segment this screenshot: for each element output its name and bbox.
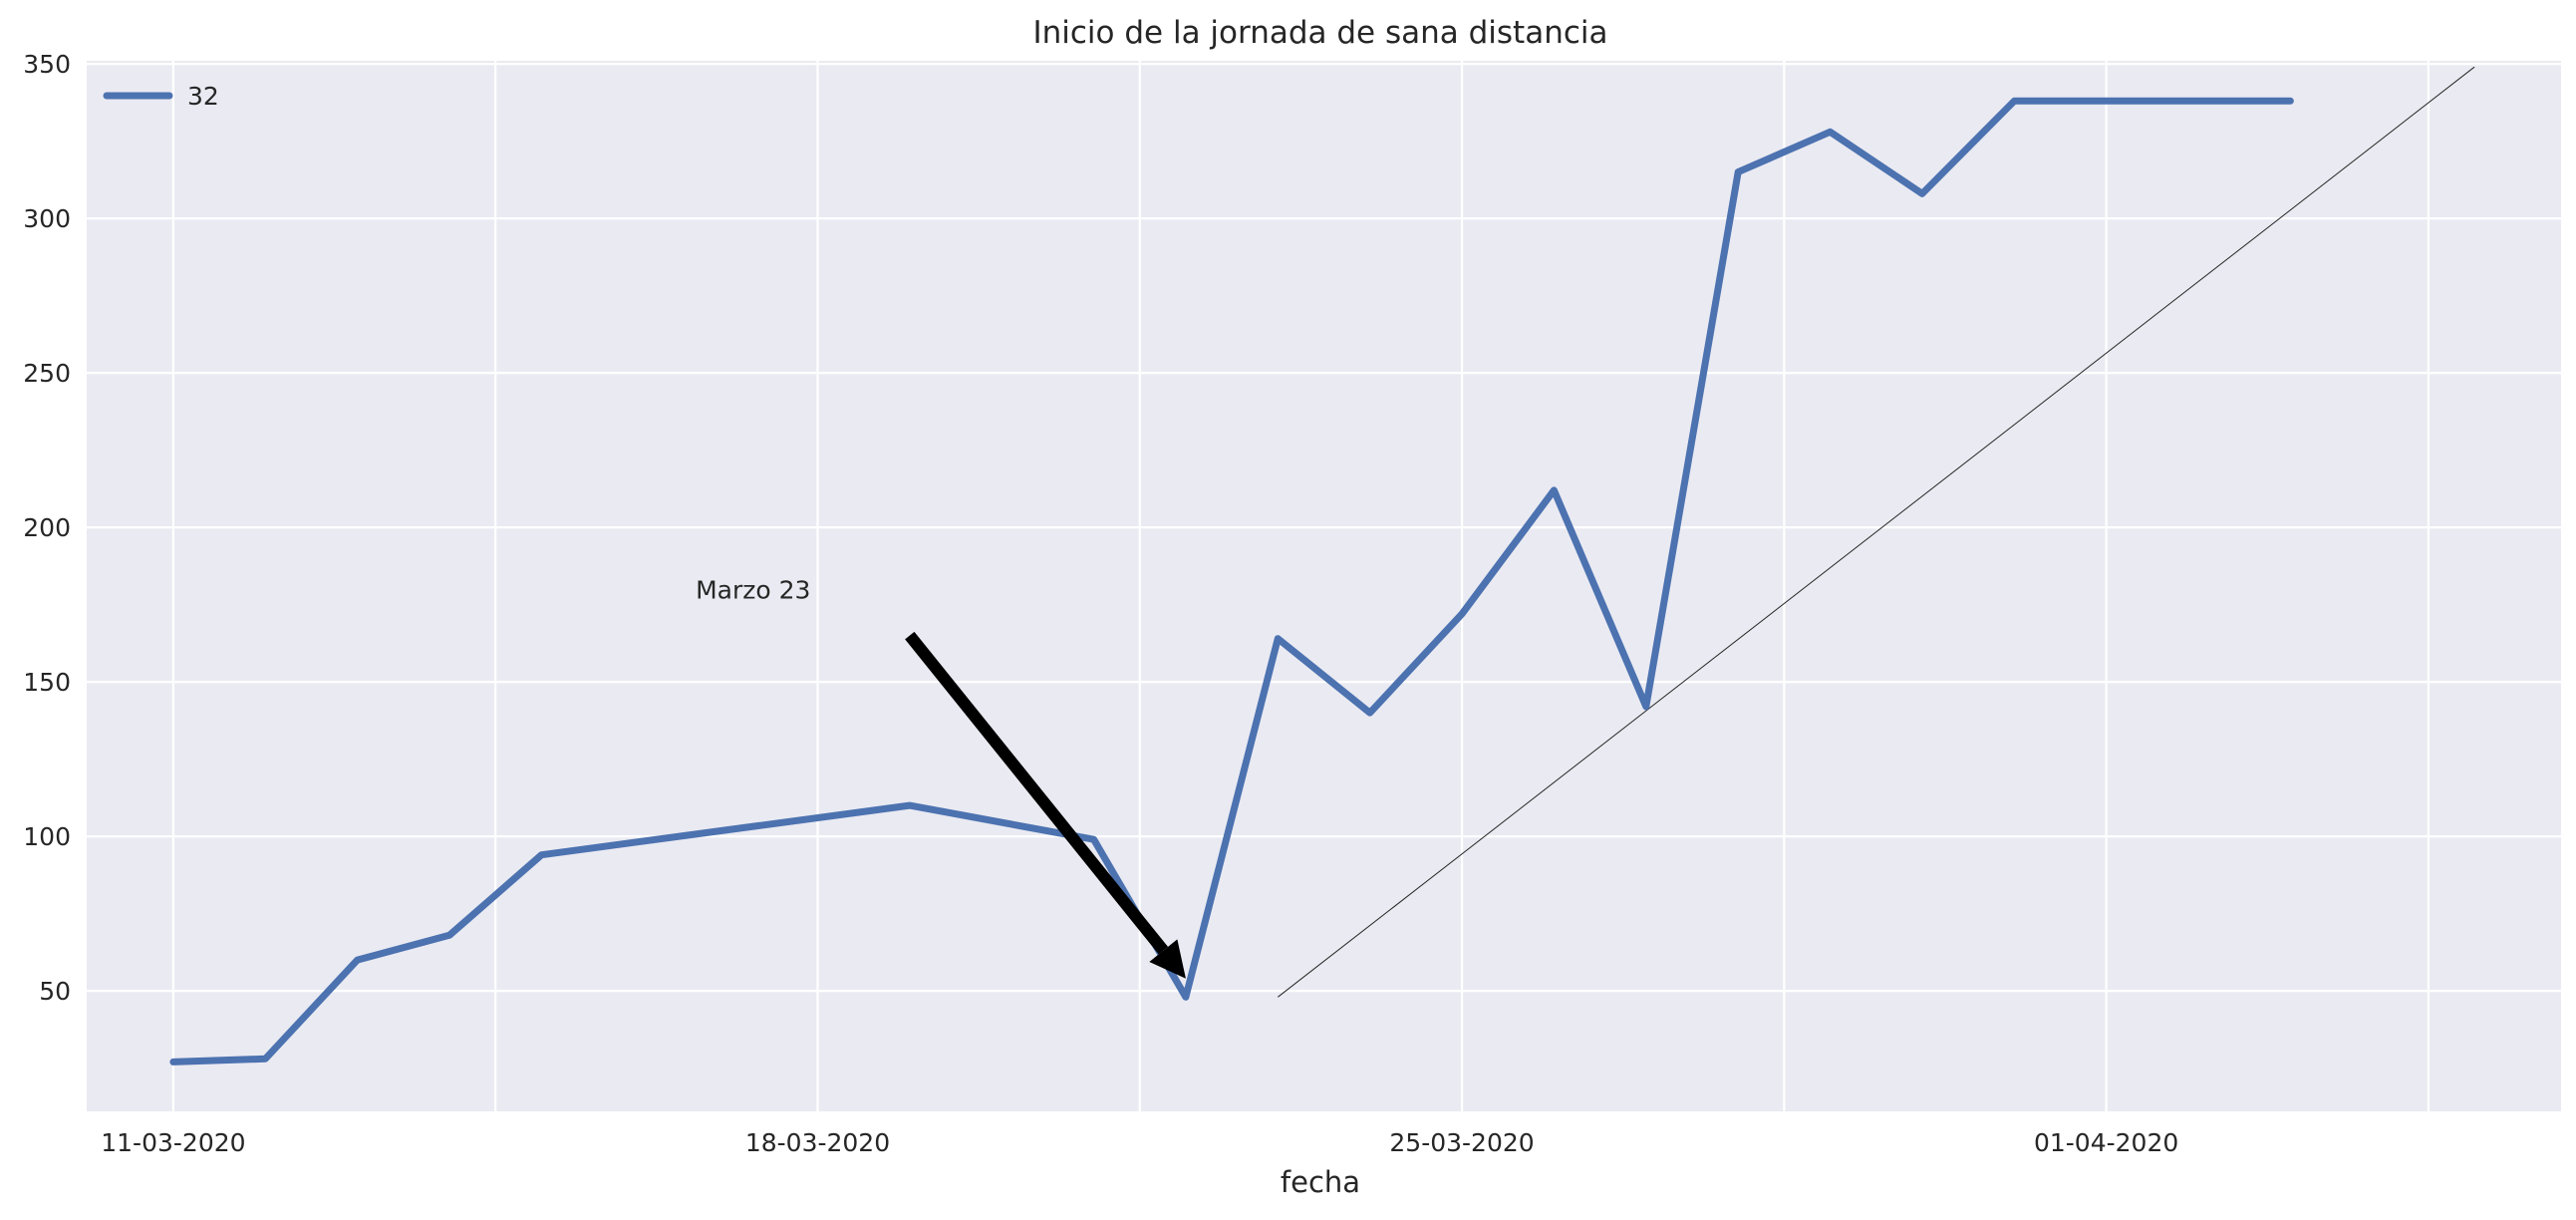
x-tick-label: 01-04-2020 <box>2034 1128 2178 1157</box>
x-tick-label: 11-03-2020 <box>101 1128 245 1157</box>
chart-title: Inicio de la jornada de sana distancia <box>1032 15 1607 51</box>
y-axis: 50 100 150 200 250 300 350 <box>23 50 71 1006</box>
y-tick-label: 300 <box>23 204 71 233</box>
annotation: Marzo 23 <box>696 575 1186 979</box>
x-axis: 11-03-2020 18-03-2020 25-03-2020 01-04-2020 <box>101 1128 2178 1157</box>
annotation-text: Marzo 23 <box>696 575 810 604</box>
y-tick-label: 100 <box>23 822 71 851</box>
series-line-32 <box>169 97 2294 1066</box>
x-tick-label: 25-03-2020 <box>1389 1128 1534 1157</box>
y-tick-label: 150 <box>23 668 71 697</box>
annotation-arrow-head <box>1149 939 1186 979</box>
grid <box>87 61 2561 1111</box>
legend-label: 32 <box>187 82 219 111</box>
y-tick-label: 50 <box>39 977 71 1006</box>
annotation-arrow <box>905 631 1169 955</box>
trend-line <box>1278 66 2475 998</box>
y-tick-label: 200 <box>23 513 71 542</box>
y-tick-label: 350 <box>23 50 71 79</box>
x-tick-label: 18-03-2020 <box>745 1128 890 1157</box>
series-layer <box>169 97 2294 1066</box>
x-axis-label: fecha <box>1281 1165 1360 1199</box>
plot-area <box>87 61 2561 1111</box>
legend: 32 <box>103 82 219 111</box>
y-tick-label: 250 <box>23 359 71 388</box>
